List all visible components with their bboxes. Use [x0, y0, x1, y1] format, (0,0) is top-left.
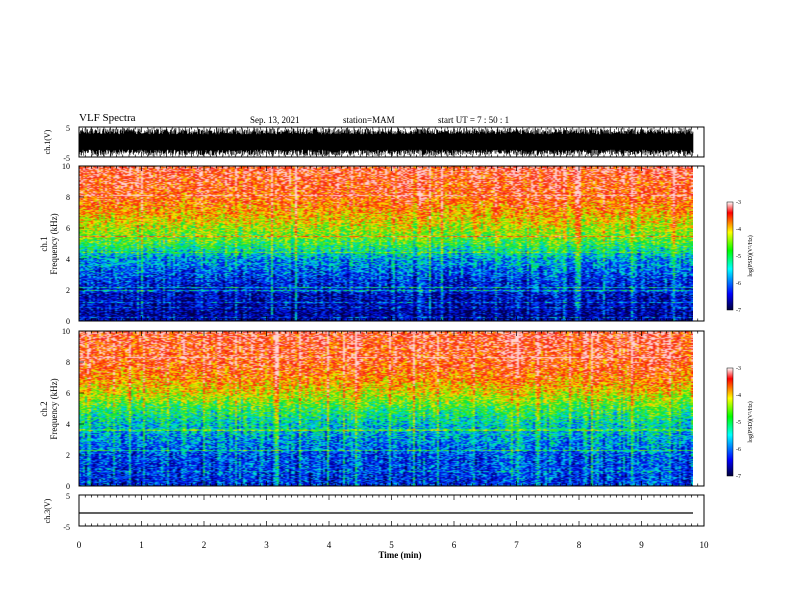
colorbar-tick-label: -7 [736, 474, 741, 480]
xtick-label: 4 [327, 540, 332, 550]
colorbar-tick-label: -3 [736, 366, 741, 372]
date-label: Sep. 13, 2021 [250, 115, 300, 125]
ytick-label: 8 [66, 193, 70, 202]
xtick-label: 8 [577, 540, 582, 550]
ch3-waveform-panel: 5 -5 ch.3(V) [43, 492, 705, 532]
time-axis-labels: 0 1 2 3 4 5 6 7 8 9 10 [77, 540, 709, 550]
xtick-label: 9 [639, 540, 644, 550]
ytick-label: 0 [66, 317, 70, 326]
start-time-label: start UT = 7 : 50 : 1 [438, 115, 510, 125]
ch1-ytick-bottom: -5 [63, 154, 70, 163]
ch1-colorbar-label: log(PSD)(V²/Hz) [747, 235, 754, 276]
colorbar-tick-label: -5 [736, 254, 741, 260]
xtick-label: 1 [139, 540, 144, 550]
ch1-ytick-top: 5 [66, 124, 70, 133]
xtick-label: 6 [452, 540, 457, 550]
ytick-label: 10 [62, 162, 70, 171]
station-label: station=MAM [343, 115, 395, 125]
ch1-spectrogram-panel: 0 2 4 6 8 10 ch.1 Frequency (kHz) [39, 162, 705, 326]
ch2-colorbar-label: log(PSD)(V²/Hz) [747, 401, 754, 442]
ch1-waveform-panel: 5 -5 ch.1(V) [43, 124, 705, 163]
ch1-ylabel: ch.1(V) [43, 129, 52, 154]
ch1-spectrogram-image [79, 166, 693, 321]
ch3-ytick-bottom: -5 [63, 523, 70, 532]
ch1-spec-ylabel-freq: Frequency (kHz) [49, 213, 59, 274]
ytick-label: 6 [66, 224, 70, 233]
ch1-colorbar: -3 -4 -5 -6 -7 log(PSD)(V²/Hz) [726, 200, 754, 314]
ytick-label: 10 [62, 327, 70, 336]
ytick-label: 2 [66, 286, 70, 295]
time-axis-ticks [78, 127, 705, 526]
ch2-spectrogram-panel: 0 2 4 6 8 10 ch.2 Frequency (kHz) [39, 327, 705, 491]
ytick-label: 8 [66, 358, 70, 367]
xtick-label: 0 [77, 540, 82, 550]
colorbar-tick-label: -7 [736, 308, 741, 314]
xtick-label: 5 [389, 540, 394, 550]
time-axis-title: Time (min) [378, 550, 421, 560]
colorbar-tick-label: -4 [736, 227, 741, 233]
ytick-label: 6 [66, 389, 70, 398]
ch2-ytick-labels: 0 2 4 6 8 10 [62, 327, 84, 491]
colorbar-tick-label: -6 [736, 281, 741, 287]
ch3-ylabel: ch.3(V) [43, 498, 52, 523]
ch1-spec-ylabel-ch: ch.1 [39, 236, 49, 251]
ch2-colorbar: -3 -4 -5 -6 -7 log(PSD)(V²/Hz) [726, 366, 754, 480]
ch3-ytick-top: 5 [66, 492, 70, 501]
colorbar-tick-label: -3 [736, 200, 741, 206]
xtick-label: 10 [700, 540, 710, 550]
colorbar-tick-label: -5 [736, 420, 741, 426]
xtick-label: 7 [514, 540, 519, 550]
ytick-label: 4 [66, 255, 70, 264]
ch2-spectrogram-image [79, 331, 693, 486]
ch2-spec-ylabel-freq: Frequency (kHz) [49, 378, 59, 439]
plot-title: VLF Spectra [79, 112, 136, 124]
xtick-label: 2 [202, 540, 207, 550]
colorbar-tick-label: -4 [736, 393, 741, 399]
ch2-spec-ylabel-ch: ch.2 [39, 401, 49, 416]
ch1-ytick-labels: 0 2 4 6 8 10 [62, 162, 84, 326]
ytick-label: 4 [66, 420, 70, 429]
ytick-label: 2 [66, 451, 70, 460]
ytick-label: 0 [66, 482, 70, 491]
xtick-label: 3 [264, 540, 269, 550]
colorbar-tick-label: -6 [736, 447, 741, 453]
